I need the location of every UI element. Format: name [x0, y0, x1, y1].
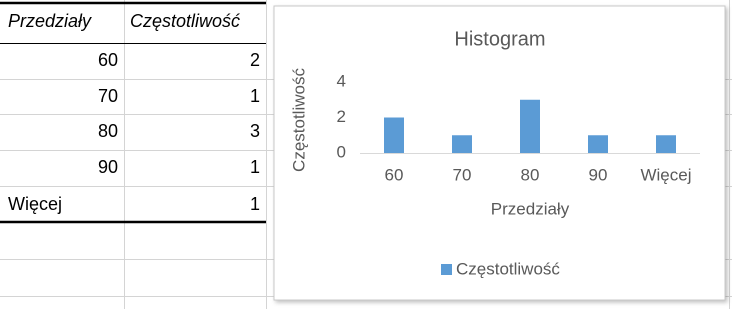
cell: Więcej: [8, 194, 62, 214]
cell: 1: [250, 86, 260, 106]
cell: 90: [98, 157, 118, 177]
legend-swatch: [441, 264, 452, 275]
y-tick-label: 2: [337, 107, 346, 126]
x-axis-title: Przedziały: [491, 199, 570, 218]
x-tick-label: 70: [453, 165, 472, 184]
bar: [452, 135, 472, 153]
plot: 0 2 4 60 70 80 90 Więcej Częstotliwość: [337, 71, 700, 278]
chart-title: Histogram: [454, 28, 545, 50]
legend-label: Częstotliwość: [456, 259, 560, 278]
cell: 2: [250, 50, 260, 70]
cell: 70: [98, 86, 118, 106]
cell: 80: [98, 121, 118, 141]
cell: 3: [250, 121, 260, 141]
x-tick-label: 60: [385, 165, 404, 184]
header-cell: Częstotliwość: [130, 11, 240, 31]
table-borders: [0, 1, 266, 224]
cell: 1: [250, 157, 260, 177]
y-tick-label: 4: [337, 71, 346, 90]
bar: [588, 135, 608, 153]
x-tick-label: 80: [521, 165, 540, 184]
bar: [520, 99, 540, 153]
x-tick-label: 90: [589, 165, 608, 184]
table: Przedziały Częstotliwość 60 2 70 1 80 3 90 1 Więce…: [8, 11, 260, 214]
cell: 60: [98, 50, 118, 70]
bar: [384, 117, 404, 153]
x-tick-label: Więcej: [640, 165, 691, 184]
y-tick-label: 0: [337, 142, 346, 161]
header-cell: Przedziały: [8, 11, 92, 31]
bar: [656, 135, 676, 153]
cell: 1: [250, 194, 260, 214]
y-axis-title: Częstotliwość: [289, 68, 308, 172]
